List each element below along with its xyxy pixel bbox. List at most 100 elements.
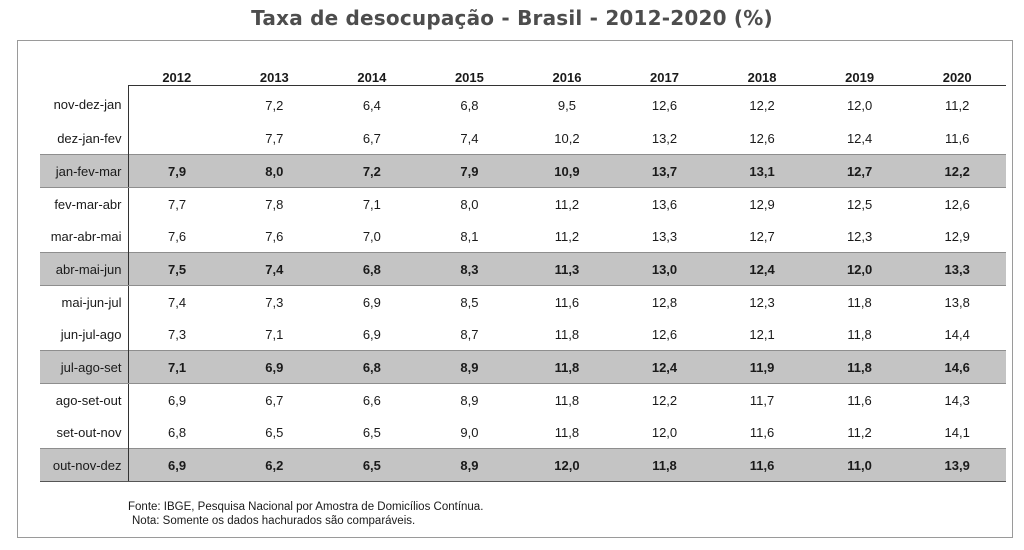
value-cell: 8,7 [460,326,479,342]
value-cell: 7,7 [265,130,284,146]
value-cell: 7,8 [265,196,284,212]
value-cell [128,122,226,155]
value-cell: 6,9 [128,448,226,482]
value-cell: 13,3 [651,228,678,244]
chart-title: Taxa de desocupação - Brasil - 2012-2020… [251,6,773,30]
value-cell: 13,2 [651,130,678,146]
value-cell: 14,4 [944,326,970,342]
value-cell: 7,6 [265,228,284,244]
value-cell: 10,9 [518,154,616,188]
table-row: ago-set-out 6,9 6,7 6,6 8,9 11,8 12,2 11,7 11,6 1… [40,383,1006,416]
row-label: nov-dez-jan [40,85,129,122]
value-cell: 12,0 [810,252,909,286]
value-cell: 6,9 [167,392,187,408]
value-cell: 12,0 [651,424,678,440]
value-cell: 7,1 [128,350,226,384]
value-cell: 6,9 [225,350,324,384]
corner-cell [40,63,128,86]
value-cell: 6,2 [225,448,324,482]
value-cell: 13,9 [908,448,1006,482]
value-cell: 11,8 [847,294,872,310]
value-cell: 11,8 [554,326,580,342]
value-cell: 11,8 [554,424,580,440]
col-header: 2017 [615,63,714,86]
table-row: fev-mar-abr 7,7 7,8 7,1 8,0 11,2 13,6 12,9 12,5 1… [40,187,1006,220]
value-cell: 12,6 [651,326,678,342]
value-cell: 12,0 [518,448,616,482]
value-cell: 14,3 [944,392,970,408]
col-header: 2020 [908,63,1006,86]
row-label: mar-abr-mai [40,220,129,253]
value-cell: 8,0 [225,154,324,188]
row-label: abr-mai-jun [40,252,129,286]
data-table: 2012 2013 2014 2015 2016 2017 2018 2019 … [40,63,1006,482]
value-cell: 7,4 [225,252,324,286]
row-label: jun-jul-ago [40,318,129,351]
value-cell: 11,0 [810,448,909,482]
row-label: mai-jun-jul [40,285,129,318]
value-cell: 7,0 [362,228,381,244]
value-cell: 12,2 [749,97,775,113]
value-cell: 12,2 [651,392,678,408]
col-header: 2019 [810,63,909,86]
value-cell: 12,9 [749,196,775,212]
table-frame [17,40,1013,538]
col-header: 2013 [225,63,324,86]
value-cell: 8,0 [460,196,479,212]
value-cell: 11,2 [945,97,970,113]
value-cell: 6,7 [362,130,381,146]
value-cell [128,86,226,123]
value-cell: 12,7 [749,228,775,244]
value-cell: 6,8 [323,350,421,384]
value-cell: 6,8 [167,424,187,440]
value-cell: 11,8 [810,350,909,384]
value-cell: 11,6 [554,294,580,310]
value-cell: 7,1 [362,196,381,212]
value-cell: 11,6 [945,130,970,146]
value-cell: 9,5 [557,97,576,113]
row-label: dez-jan-fev [40,122,129,155]
value-cell: 7,2 [265,97,284,113]
table-row: jul-ago-set 7,1 6,9 6,8 8,9 11,8 12,4 11,9 11,8 1… [40,350,1006,384]
table-row: nov-dez-jan 7,2 6,4 6,8 9,5 12,6 12,2 12,0 11,2 [40,85,1006,123]
value-cell: 11,2 [554,196,580,212]
value-cell: 6,8 [323,252,421,286]
value-cell: 6,9 [362,326,381,342]
value-cell: 9,0 [460,424,479,440]
value-cell: 13,0 [615,252,714,286]
row-label: fev-mar-abr [40,187,129,220]
value-cell: 8,9 [420,448,519,482]
value-cell: 6,4 [362,97,381,113]
value-cell: 13,3 [908,252,1006,286]
row-label: ago-set-out [40,383,129,416]
value-cell: 12,6 [749,130,775,146]
value-cell: 12,8 [651,294,678,310]
footnotes: Fonte: IBGE, Pesquisa Nacional por Amost… [128,500,483,528]
col-header: 2016 [518,63,616,86]
value-cell: 6,9 [362,294,381,310]
table-row: out-nov-dez 6,9 6,2 6,5 8,9 12,0 11,8 11,6 11,0 1… [40,448,1006,482]
value-cell: 12,4 [615,350,714,384]
value-cell: 11,2 [847,424,872,440]
value-cell: 13,8 [944,294,970,310]
value-cell: 7,3 [167,326,187,342]
value-cell: 11,7 [749,392,775,408]
value-cell: 12,7 [810,154,909,188]
value-cell: 11,8 [518,350,616,384]
col-header: 2012 [128,63,226,86]
row-label: jan-fev-mar [40,154,129,188]
table-row: dez-jan-fev 7,7 6,7 7,4 10,2 13,2 12,6 12,4 11,6 [40,122,1006,155]
value-cell: 13,6 [651,196,678,212]
value-cell: 12,1 [749,326,775,342]
value-cell: 7,4 [460,130,479,146]
value-cell: 11,6 [749,424,775,440]
value-cell: 6,5 [265,424,284,440]
table-row: mar-abr-mai 7,6 7,6 7,0 8,1 11,2 13,3 12,7 12,3 1… [40,220,1006,253]
value-cell: 7,6 [167,228,187,244]
value-cell: 6,8 [460,97,479,113]
value-cell: 11,8 [615,448,714,482]
value-cell: 6,6 [362,392,381,408]
value-cell: 12,3 [846,228,873,244]
value-cell: 12,2 [908,154,1006,188]
value-cell: 11,8 [847,326,872,342]
